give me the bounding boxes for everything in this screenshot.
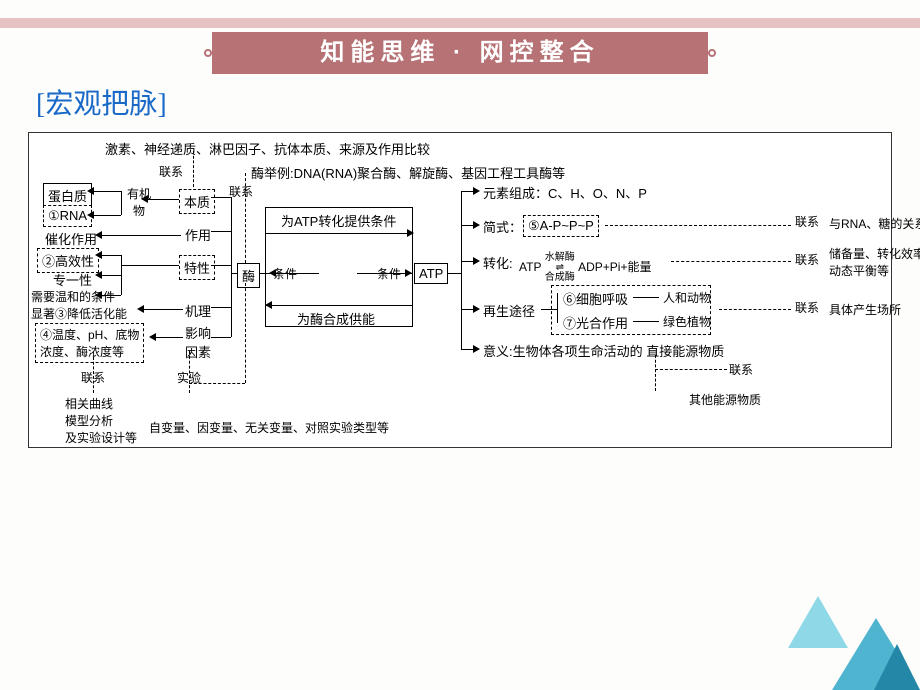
label-lianxi-r3: 联系 (795, 299, 819, 316)
label-zuoyong: 作用 (185, 225, 211, 244)
label-lianxi-r2: 联系 (795, 251, 819, 268)
decor-triangle-3 (874, 644, 920, 690)
node-enzyme: 酶 (237, 263, 260, 288)
label-zhuanyi: 专一性 (53, 270, 92, 289)
label-wei-mei: 为酶合成供能 (297, 309, 375, 328)
label-jili: 机理 (185, 301, 211, 320)
label-wenhe: 需要温和的条件 (31, 288, 115, 305)
node-texing: 特性 (179, 255, 215, 280)
label-zaisheng: 再生途径 (483, 301, 535, 320)
label-qita: 其他能源物质 (689, 391, 761, 408)
label-enzyme-examples: 酶举例:DNA(RNA)聚合酶、解旋酶、基因工程工具酶等 (251, 163, 565, 182)
label-zhuanhua: 转化: (483, 253, 513, 272)
label-lianxi-r1: 联系 (795, 213, 819, 230)
label-jianghuo: 显著③降低活化能 (31, 305, 127, 322)
label-cuihua: 催化作用 (45, 229, 97, 248)
label-wei-atp: 为ATP转化提供条件 (281, 211, 396, 230)
node-jianshi-formula: ⑤A-P~P~P (523, 215, 599, 237)
label-lianxi-top2: 联系 (229, 183, 253, 200)
node-yingxiang-factors: ④温度、pH、底物 浓度、酶浓度等 (35, 323, 144, 363)
label-guanghe: ⑦光合作用 (563, 313, 628, 332)
node-benzhi: 本质 (179, 189, 215, 214)
node-atp: ATP (414, 263, 448, 284)
label-reserve: 储备量、转化效率、 动态平衡等 (829, 245, 920, 279)
label-lianxi-br: 联系 (729, 361, 753, 378)
banner-dot-right (708, 49, 716, 57)
node-rna: ①RNA (43, 205, 92, 227)
label-zibianliang: 自变量、因变量、无关变量、对照实验类型等 (149, 419, 389, 436)
concept-map: 激素、神经递质、淋巴因子、抗体本质、来源及作用比较 酶举例:DNA(RNA)聚合… (28, 132, 892, 448)
label-jianshi: 简式： (483, 217, 522, 236)
label-yuansu: 元素组成：C、H、O、N、P (483, 183, 647, 202)
banner-dot-left (204, 49, 212, 57)
label-xiangguan: 相关曲线 模型分析 及实验设计等 (65, 395, 137, 446)
label-lvse: 绿色植物 (663, 313, 711, 330)
label-top-compare: 激素、神经递质、淋巴因子、抗体本质、来源及作用比较 (105, 139, 430, 158)
label-yiyi: 意义:生物体各项生命活动的 直接能源物质 (483, 341, 724, 360)
label-rna-sugar: 与RNA、糖的关系 (829, 215, 920, 232)
label-zhuanhua-eq: ATP 水解酶⇌合成酶 ADP+Pi+能量 (519, 253, 651, 283)
label-renhe: 人和动物 (663, 289, 711, 306)
label-xibaohuxi: ⑥细胞呼吸 (563, 289, 628, 308)
label-lianxi-top1: 联系 (159, 163, 183, 180)
label-juti: 具体产生场所 (829, 301, 901, 318)
header-strip (0, 18, 920, 28)
page-banner: 知能思维 · 网控整合 (212, 32, 708, 74)
section-title: [宏观把脉] (36, 82, 167, 122)
